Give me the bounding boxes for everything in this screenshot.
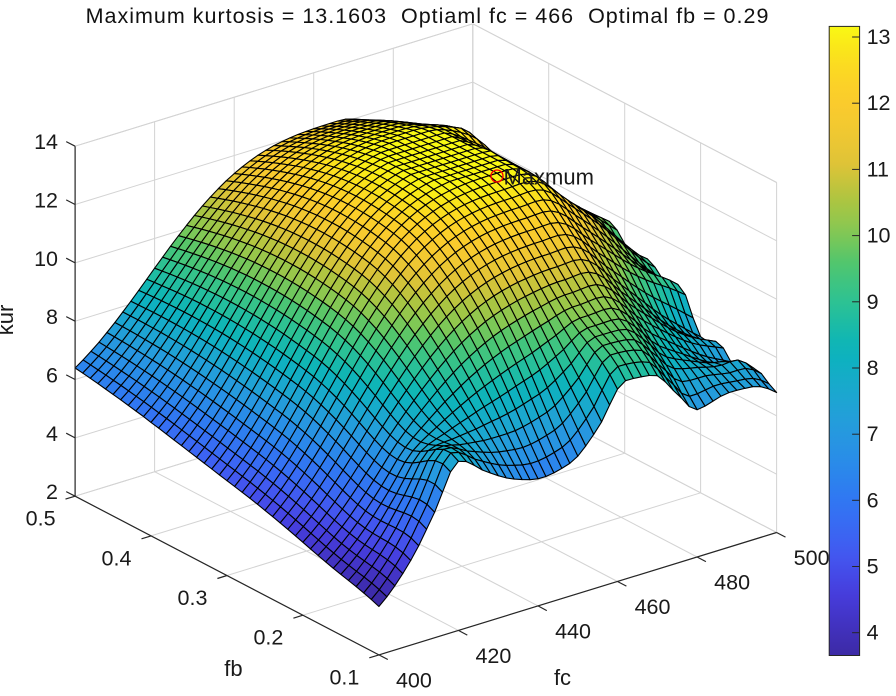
svg-text:10: 10 [34,247,58,271]
svg-text:fb: fb [224,656,242,681]
svg-text:12: 12 [867,91,891,115]
svg-text:0.1: 0.1 [329,665,359,689]
svg-text:Maximum kurtosis = 13.1603 Op: Maximum kurtosis = 13.1603 Optiaml fc = … [86,4,770,28]
svg-text:7: 7 [867,422,879,446]
svg-text:0.3: 0.3 [178,586,208,610]
svg-text:fc: fc [554,665,571,690]
svg-text:420: 420 [475,644,511,668]
svg-text:400: 400 [396,668,432,691]
svg-text:14: 14 [34,130,58,154]
svg-text:5: 5 [867,555,879,579]
svg-text:440: 440 [555,619,591,643]
svg-text:13: 13 [867,25,891,49]
svg-text:0.2: 0.2 [253,626,283,650]
svg-text:12: 12 [34,189,58,213]
svg-text:8: 8 [867,356,879,380]
svg-text:4: 4 [867,621,879,645]
svg-text:4: 4 [46,422,58,446]
svg-text:500: 500 [794,546,830,570]
svg-text:Maxmum: Maxmum [504,165,594,190]
svg-text:460: 460 [635,595,671,619]
svg-text:0.5: 0.5 [26,507,56,531]
svg-text:10: 10 [867,224,891,248]
svg-text:0.4: 0.4 [102,546,132,570]
svg-text:6: 6 [46,364,58,388]
svg-text:6: 6 [867,488,879,512]
svg-text:kur: kur [0,305,18,336]
svg-text:480: 480 [714,571,750,595]
svg-text:8: 8 [46,305,58,329]
svg-text:11: 11 [867,157,889,181]
svg-text:2: 2 [46,480,58,504]
svg-text:9: 9 [867,290,879,314]
